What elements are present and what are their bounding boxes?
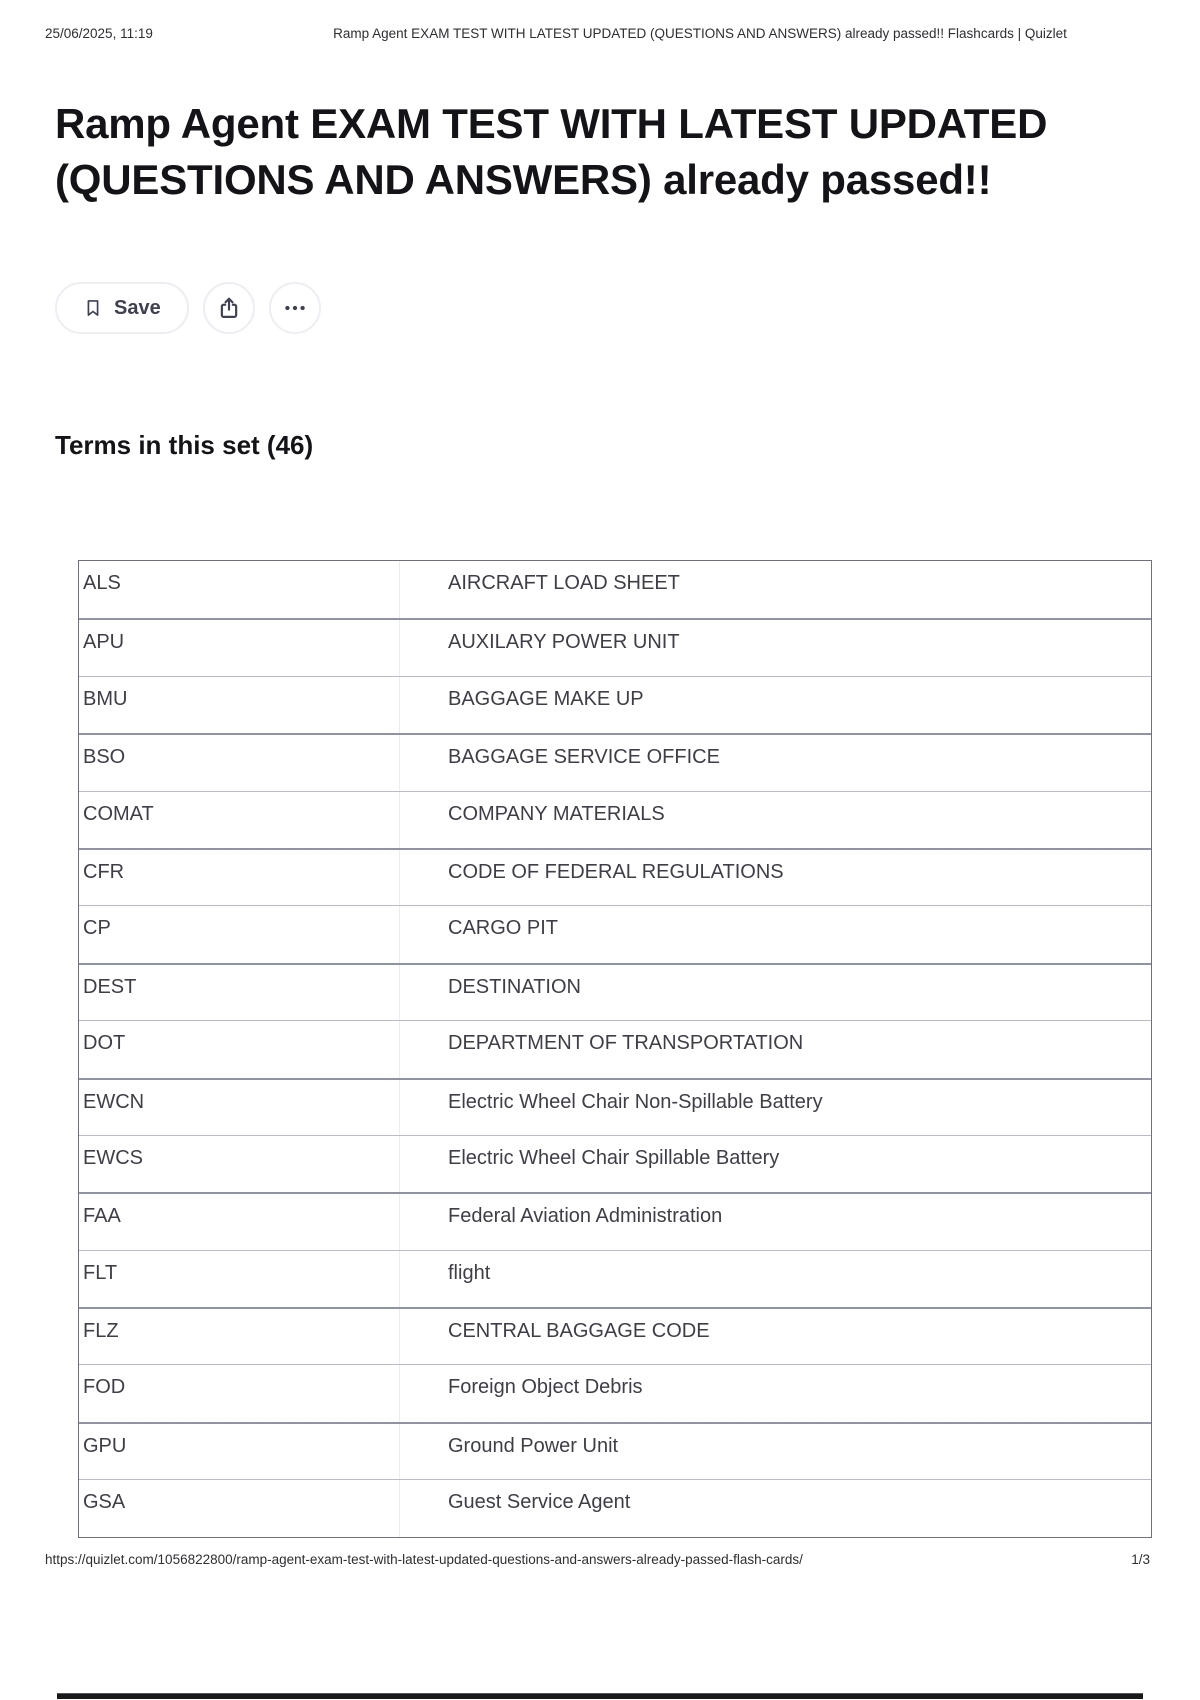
term-cell: GSA <box>79 1480 400 1537</box>
definition-cell: DESTINATION <box>448 975 581 998</box>
definition-cell: Guest Service Agent <box>448 1491 631 1514</box>
print-header: 25/06/2025, 11:19 Ramp Agent EXAM TEST W… <box>45 26 1155 44</box>
definition-cell: CENTRAL BAGGAGE CODE <box>448 1320 710 1343</box>
term-cell: GPU <box>79 1423 400 1480</box>
definition-cell: Foreign Object Debris <box>448 1376 643 1399</box>
table-row: FAA Federal Aviation Administration <box>79 1192 1151 1250</box>
table-row: FLZ CENTRAL BAGGAGE CODE <box>79 1307 1151 1365</box>
term-cell: FLZ <box>79 1309 400 1365</box>
print-document-title: Ramp Agent EXAM TEST WITH LATEST UPDATED… <box>333 26 1067 41</box>
bookmark-icon <box>83 298 103 318</box>
source-url: https://quizlet.com/1056822800/ramp-agen… <box>45 1552 803 1567</box>
terms-section-heading: Terms in this set (46) <box>55 430 314 460</box>
term-cell: FLT <box>79 1250 400 1308</box>
definition-cell: BAGGAGE SERVICE OFFICE <box>448 746 720 769</box>
terms-table: ALS AIRCRAFT LOAD SHEET APU AUXILARY POW… <box>78 560 1152 1538</box>
term-cell: ALS <box>79 561 400 619</box>
table-row: ALS AIRCRAFT LOAD SHEET <box>79 561 1151 619</box>
table-row: CFR CODE OF FEDERAL REGULATIONS <box>79 847 1151 906</box>
term-cell: BSO <box>79 735 400 791</box>
definition-cell: AUXILARY POWER UNIT <box>448 631 680 654</box>
definition-cell: AIRCRAFT LOAD SHEET <box>448 572 680 594</box>
definition-cell: Electric Wheel Chair Non-Spillable Batte… <box>448 1090 823 1113</box>
table-row: EWCS Electric Wheel Chair Spillable Batt… <box>79 1134 1151 1193</box>
definition-cell: BAGGAGE MAKE UP <box>448 687 644 710</box>
term-cell: CFR <box>79 849 400 906</box>
save-button-label: Save <box>114 296 161 319</box>
print-datetime: 25/06/2025, 11:19 <box>45 26 153 41</box>
share-button[interactable] <box>202 282 255 334</box>
term-cell: APU <box>79 620 400 676</box>
share-icon <box>216 295 242 321</box>
term-cell: FOD <box>79 1365 400 1422</box>
table-row: COMAT COMPANY MATERIALS <box>79 790 1151 848</box>
definition-cell: DEPARTMENT OF TRANSPORTATION <box>448 1032 804 1055</box>
definition-cell: CARGO PIT <box>448 917 559 940</box>
ellipsis-icon <box>282 295 308 321</box>
term-cell: FAA <box>79 1194 400 1250</box>
definition-cell: Federal Aviation Administration <box>448 1205 723 1228</box>
table-row: GPU Ground Power Unit <box>79 1421 1151 1480</box>
more-options-button[interactable] <box>268 282 321 334</box>
table-row: EWCN Electric Wheel Chair Non-Spillable … <box>79 1077 1151 1135</box>
save-button[interactable]: Save <box>55 282 189 334</box>
term-cell: DEST <box>79 964 400 1021</box>
page-indicator: 1/3 <box>1131 1552 1150 1567</box>
table-row: DOT DEPARTMENT OF TRANSPORTATION <box>79 1020 1151 1078</box>
table-row: APU AUXILARY POWER UNIT <box>79 618 1151 676</box>
table-row: FLT flight <box>79 1249 1151 1308</box>
definition-cell: COMPANY MATERIALS <box>448 802 665 825</box>
term-cell: CP <box>79 906 400 963</box>
toolbar: Save <box>55 282 321 334</box>
next-page-edge <box>57 1693 1143 1699</box>
definition-cell: CODE OF FEDERAL REGULATIONS <box>448 860 784 883</box>
definition-cell: Electric Wheel Chair Spillable Battery <box>448 1146 780 1169</box>
table-row: FOD Foreign Object Debris <box>79 1364 1151 1422</box>
term-cell: EWCS <box>79 1135 400 1193</box>
table-row: CP CARGO PIT <box>79 905 1151 963</box>
definition-cell: flight <box>448 1261 491 1284</box>
term-cell: BMU <box>79 676 400 734</box>
table-row: BSO BAGGAGE SERVICE OFFICE <box>79 733 1151 791</box>
table-row: GSA Guest Service Agent <box>79 1479 1151 1537</box>
term-cell: DOT <box>79 1021 400 1078</box>
print-footer: https://quizlet.com/1056822800/ramp-agen… <box>45 1552 1150 1570</box>
term-cell: EWCN <box>79 1079 400 1135</box>
page-title: Ramp Agent EXAM TEST WITH LATEST UPDATED… <box>55 100 1048 203</box>
table-row: BMU BAGGAGE MAKE UP <box>79 675 1151 734</box>
definition-cell: Ground Power Unit <box>448 1434 619 1457</box>
term-cell: COMAT <box>79 791 400 848</box>
table-row: DEST DESTINATION <box>79 962 1151 1021</box>
